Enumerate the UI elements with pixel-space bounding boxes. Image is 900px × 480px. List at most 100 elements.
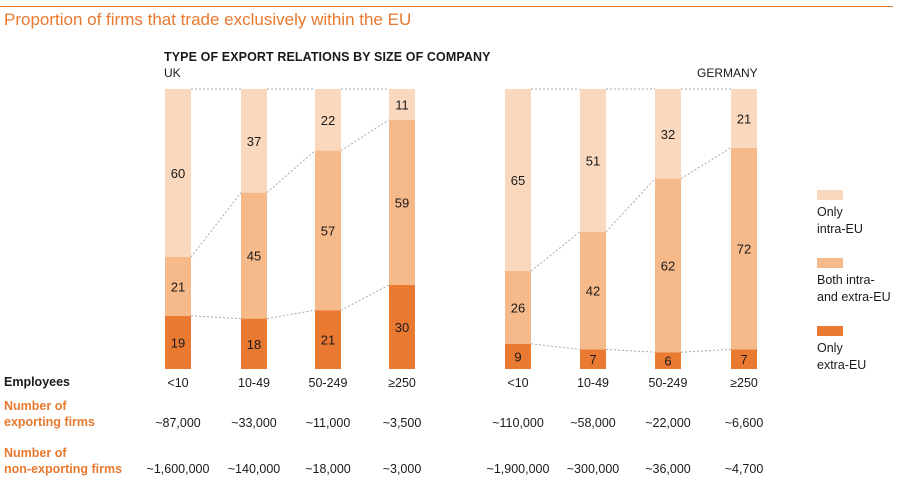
category-label: <10 (167, 376, 189, 390)
category-label: 10-49 (577, 376, 609, 390)
connector-line (530, 343, 581, 350)
bar-segment-both (731, 147, 757, 350)
panel-title-germany: GERMANY (697, 66, 758, 80)
bar-segment-both (505, 271, 531, 344)
connector-line (190, 315, 242, 320)
chart-title: Proportion of firms that trade exclusive… (4, 10, 412, 29)
bar-segment-only_intra (389, 89, 415, 120)
bar-value-label: 21 (171, 279, 185, 294)
non-exporting-firms-value: ~1,900,000 (486, 462, 550, 476)
non-exporting-firms-value: ~4,700 (724, 462, 764, 476)
bar-value-label: 7 (740, 352, 747, 367)
non-exporting-firms-value: ~140,000 (227, 462, 281, 476)
category-label: ≥250 (730, 376, 758, 390)
bar-value-label: 11 (395, 97, 409, 112)
bar-value-label: 26 (511, 300, 525, 315)
bar-segment-only_extra (655, 352, 681, 369)
category-label: ≥250 (388, 376, 416, 390)
title-rule (0, 6, 893, 7)
bar-segment-only_extra (315, 310, 341, 369)
bar-value-label: 32 (661, 127, 675, 142)
bar-value-label: 57 (321, 223, 335, 238)
bar-segment-only_intra (165, 89, 191, 257)
non-exporting-firms-value: ~1,600,000 (146, 462, 210, 476)
legend-label-line: Both intra- (817, 273, 875, 287)
bar-value-label: 65 (511, 173, 525, 188)
exporting-firms-value: ~33,000 (231, 416, 277, 430)
bar-segment-both (241, 192, 267, 319)
non-exporting-firms-value: ~3,000 (382, 462, 422, 476)
bar-value-label: 37 (247, 134, 261, 149)
bar-segment-only_extra (505, 343, 531, 369)
bar-value-label: 6 (664, 354, 671, 369)
bar-segment-both (655, 178, 681, 353)
bar-value-label: 42 (586, 284, 600, 299)
bar-value-label: 18 (247, 337, 261, 352)
bar-value-label: 21 (321, 333, 335, 348)
legend-label-line: and extra-EU (817, 290, 891, 304)
row-label-line: Number of (4, 446, 67, 460)
bar-value-label: 72 (737, 242, 751, 257)
connector-line (340, 284, 390, 311)
panel-title-uk: UK (164, 66, 181, 80)
legend-swatch-both (817, 258, 843, 268)
bar-value-label: 45 (247, 249, 261, 264)
bar-value-label: 19 (171, 335, 185, 350)
category-label: 50-249 (308, 376, 348, 390)
exporting-firms-value: ~110,000 (492, 416, 544, 430)
bar-value-label: 30 (395, 320, 409, 335)
connector-line (530, 231, 581, 272)
connector-line (605, 348, 656, 353)
bar-segment-only_extra (389, 285, 415, 369)
bar-segment-only_intra (315, 89, 341, 151)
legend-label-line: Only (817, 205, 843, 219)
bar-value-label: 62 (661, 258, 675, 273)
bar-value-label: 59 (395, 195, 409, 210)
non-exporting-firms-value: ~36,000 (645, 462, 691, 476)
row-label-line: exporting firms (4, 415, 95, 429)
category-label: 50-249 (648, 376, 688, 390)
connector-line (680, 147, 732, 180)
legend-swatch-only-extra (817, 326, 843, 336)
exporting-firms-value: ~58,000 (570, 416, 616, 430)
bar-segment-both (165, 257, 191, 316)
bar-value-label: 22 (321, 113, 335, 128)
bar-segment-only_extra (731, 349, 757, 369)
legend-label-line: Only (817, 341, 843, 355)
bar-segment-only_intra (731, 89, 757, 148)
exporting-firms-value: ~11,000 (305, 416, 351, 430)
exporting-firms-value: ~6,600 (724, 416, 764, 430)
row-label-line: Number of (4, 399, 67, 413)
bar-value-label: 9 (514, 349, 521, 364)
bar-segment-only_intra (505, 89, 531, 271)
legend-label-only-extra: Only extra-EU (817, 340, 897, 374)
exporting-firms-value: ~22,000 (645, 416, 691, 430)
connector-line (605, 178, 656, 233)
connector-line (266, 309, 316, 320)
bar-value-label: 21 (737, 111, 751, 126)
connector-line (340, 119, 390, 152)
row-label-exporting: Number of exporting firms (4, 398, 95, 430)
bar-segment-both (580, 231, 606, 350)
category-label: 10-49 (238, 376, 270, 390)
bar-value-label: 60 (171, 166, 185, 181)
bar-segment-only_intra (655, 89, 681, 179)
bar-segment-only_extra (241, 318, 267, 369)
connector-line (266, 150, 316, 193)
legend-label-both: Both intra- and extra-EU (817, 272, 897, 306)
bar-segment-both (389, 119, 415, 285)
row-label-line: non-exporting firms (4, 462, 123, 476)
connector-line (190, 192, 242, 258)
connector-line (680, 348, 732, 353)
row-label-non-exporting: Number of non-exporting firms (4, 445, 122, 477)
bar-segment-only_extra (165, 315, 191, 369)
category-label: <10 (507, 376, 529, 390)
non-exporting-firms-value: ~300,000 (566, 462, 620, 476)
exporting-firms-value: ~87,000 (155, 416, 201, 430)
bar-segment-only_intra (241, 89, 267, 193)
bar-segment-both (315, 150, 341, 311)
bar-segment-only_intra (580, 89, 606, 232)
legend-label-line: extra-EU (817, 358, 867, 372)
legend-label-only-intra: Only intra-EU (817, 204, 897, 238)
